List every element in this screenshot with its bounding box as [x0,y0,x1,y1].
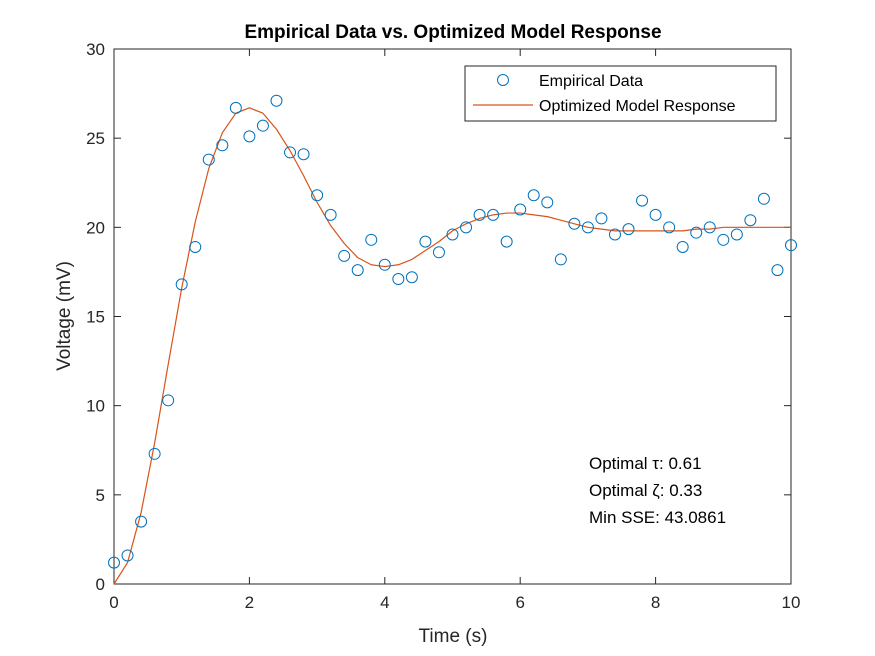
y-tick-label: 15 [86,308,105,327]
empirical-data-point [365,233,378,246]
empirical-data-point [324,208,337,221]
model-line-series [113,107,791,585]
empirical-data-point [730,228,743,241]
empirical-data-point [636,194,649,207]
empirical-data-point [284,146,297,159]
x-axis-ticks: 0 2 4 6 8 10 [109,49,800,612]
plot-area [113,48,792,585]
x-tick-label: 8 [651,593,660,612]
empirical-data-point [460,221,473,234]
empirical-data-point [311,189,324,202]
empirical-data-point [135,515,148,528]
empirical-data-point [608,228,621,241]
empirical-data-point [378,258,391,271]
empirical-data-point [757,192,770,205]
empirical-data-point [717,233,730,246]
empirical-data-point [297,148,310,161]
legend-box [464,65,777,122]
x-tick-label: 6 [515,593,524,612]
y-tick-label: 10 [86,397,105,416]
empirical-data-point [473,208,486,221]
y-tick-label: 5 [96,486,105,505]
empirical-data-point [256,119,269,132]
x-tick-label: 2 [245,593,254,612]
empirical-data-point [270,94,283,107]
annotation-sse: Min SSE: 43.0861 [589,508,726,527]
empirical-data-point [527,189,540,202]
empirical-data-point [649,208,662,221]
empirical-data-point [500,235,513,248]
legend: Empirical Data Optimized Model Response [464,65,777,122]
x-tick-label: 0 [109,593,118,612]
empirical-data-point [216,139,229,152]
empirical-data-point [189,240,202,253]
empirical-data-point [703,221,716,234]
x-tick-label: 10 [782,593,801,612]
model-response-line [113,107,791,585]
legend-label-empirical: Empirical Data [539,73,643,90]
empirical-data-point [202,153,215,166]
y-axis-ticks: 0 5 10 15 20 25 30 [86,40,791,594]
empirical-data-point [338,249,351,262]
empirical-data-point [568,217,581,230]
empirical-data-point [690,226,703,239]
empirical-data-point [581,221,594,234]
empirical-data-point [243,130,256,143]
chart-title: Empirical Data vs. Optimized Model Respo… [244,22,661,43]
empirical-data-point [554,253,567,266]
empirical-data-point [419,235,432,248]
empirical-data-point [541,196,554,209]
empirical-data-point [405,271,418,284]
y-axis-label: Voltage (mV) [54,261,75,371]
empirical-data-point [392,273,405,286]
legend-label-model: Optimized Model Response [539,98,736,115]
empirical-data-point [785,239,797,252]
y-tick-label: 30 [86,40,105,59]
x-axis-label: Time (s) [419,626,488,647]
empirical-marker-series [108,94,797,569]
empirical-data-point [229,101,242,114]
empirical-data-point [676,240,689,253]
empirical-data-point [148,447,161,460]
annotation-zeta: Optimal ζ: 0.33 [589,481,702,500]
annotation-tau: Optimal τ: 0.61 [589,454,702,473]
empirical-data-point [162,394,175,407]
empirical-data-point [514,203,527,216]
empirical-data-point [771,264,784,277]
annotation-box: Optimal τ: 0.61 Optimal ζ: 0.33 Min SSE:… [589,454,726,527]
y-tick-label: 25 [86,129,105,148]
empirical-data-point [446,228,459,241]
empirical-data-point [432,246,445,259]
empirical-data-point [121,549,134,562]
empirical-data-point [108,556,120,569]
legend-marker-empirical [497,74,509,86]
empirical-data-point [175,278,188,291]
empirical-data-point [351,264,364,277]
y-tick-label: 20 [86,218,105,237]
empirical-data-point [663,221,676,234]
y-tick-label: 0 [96,575,105,594]
empirical-data-point [744,214,757,227]
x-tick-label: 4 [380,593,389,612]
empirical-data-point [487,208,500,221]
empirical-data-point [622,223,635,236]
empirical-data-point [595,212,608,225]
